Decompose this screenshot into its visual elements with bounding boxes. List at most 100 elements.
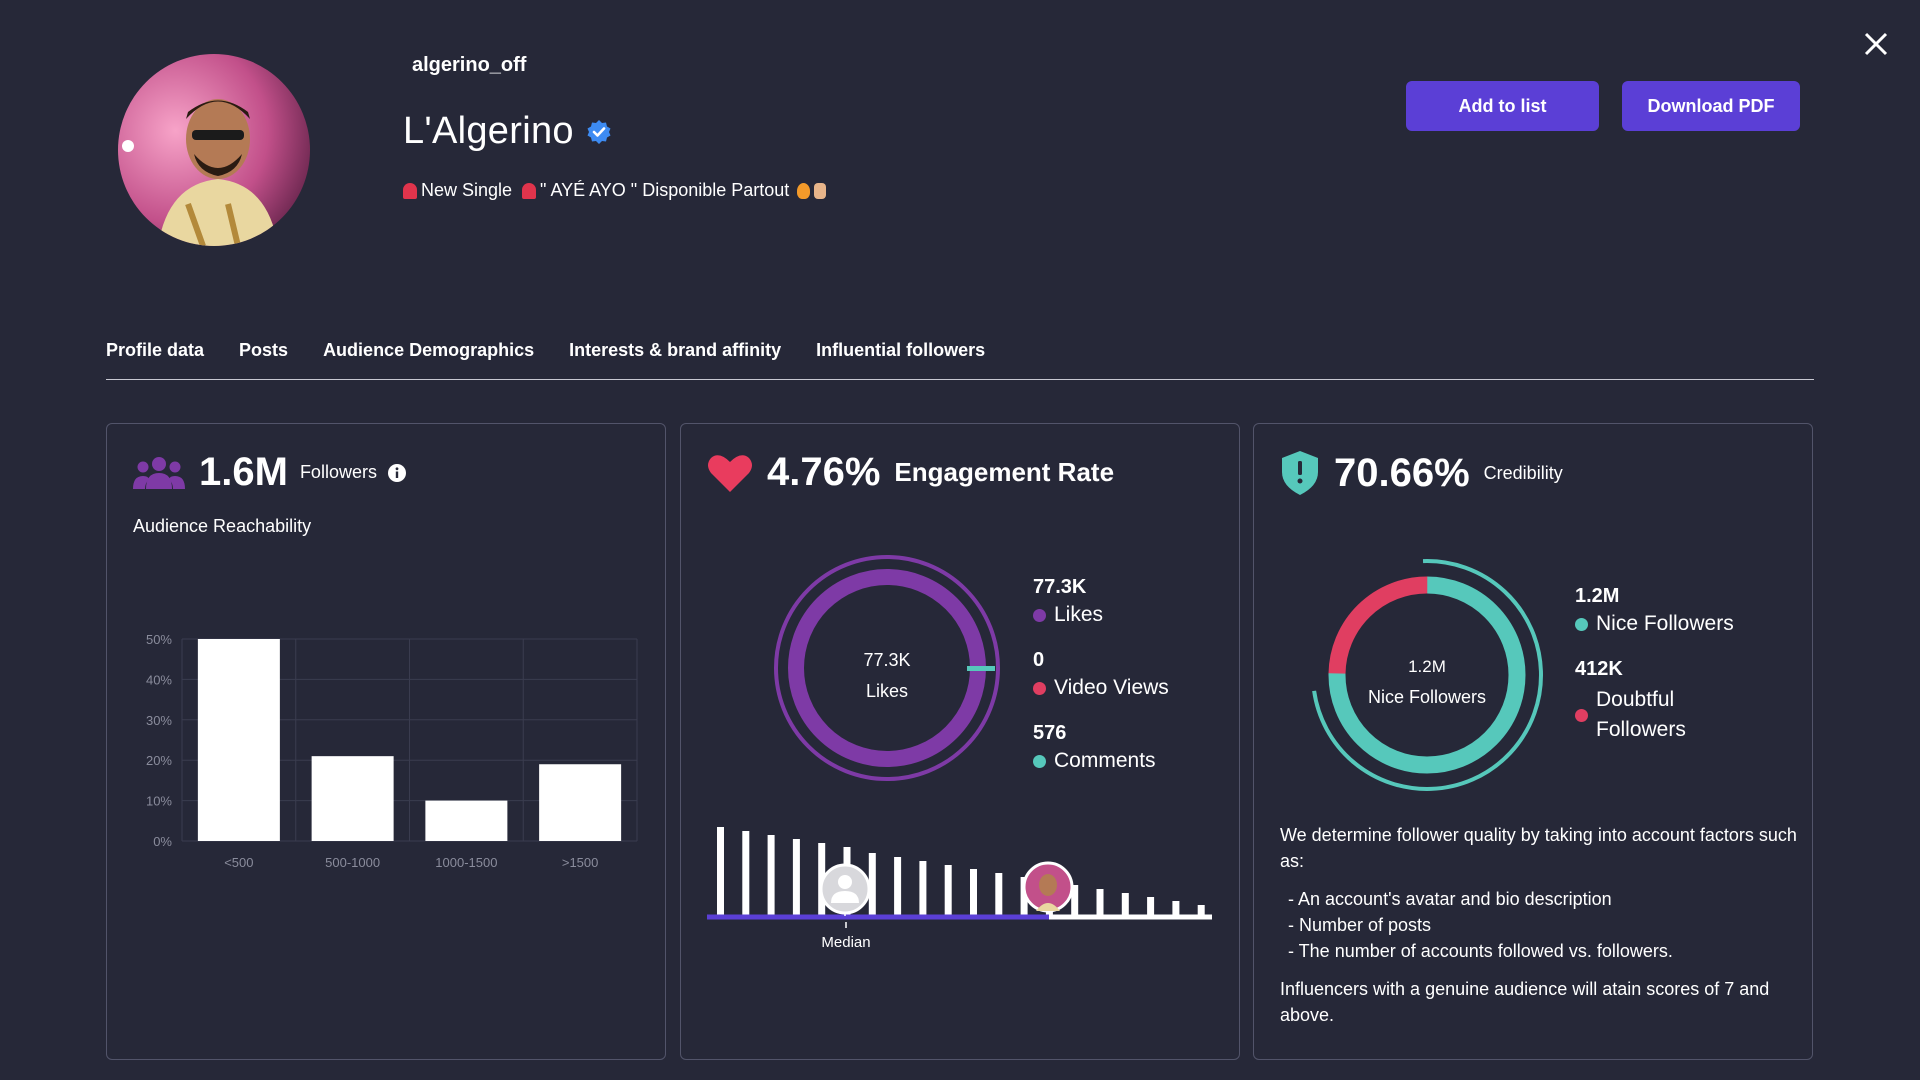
video-views-label: Video Views	[1054, 676, 1169, 699]
profile-name-row: L'Algerino	[403, 110, 612, 153]
distribution-bar	[944, 865, 952, 915]
nice-outer-ring	[1311, 559, 1543, 791]
distribution-bar	[1096, 889, 1104, 915]
engagement-header: 4.76% Engagement Rate	[707, 450, 1114, 495]
y-tick-label: 10%	[146, 794, 172, 809]
video-views-legend: 0 Video Views	[1033, 649, 1169, 700]
siren-emoji-icon	[522, 182, 537, 199]
profile-bio: New Single " AYÉ AYO " Disponible Partou…	[403, 180, 827, 201]
doubtful-label-line2: Followers	[1596, 718, 1686, 741]
likes-outer-ring	[774, 555, 1000, 781]
tab-profile-data[interactable]: Profile data	[106, 340, 205, 360]
video-views-value: 0	[1033, 649, 1045, 671]
comments-dot	[1033, 754, 1046, 768]
doubtful-followers-label: Doubtful Followers	[1596, 685, 1686, 745]
nice-followers-label: Nice Followers	[1596, 612, 1734, 635]
profile-handle: algerino_off	[412, 54, 527, 76]
x-tick-label: 1000-1500	[435, 855, 497, 870]
y-tick-label: 50%	[146, 632, 172, 647]
credibility-factors-list: - An account's avatar and bio descriptio…	[1288, 886, 1800, 964]
close-button[interactable]	[1860, 28, 1892, 60]
audience-reachability-chart: 0% 10% 20% 30% 40% 50% <500 500-1000 1000-1500 >1…	[146, 632, 638, 870]
comments-value: 576	[1033, 722, 1067, 744]
distribution-bar	[1121, 893, 1129, 915]
distribution-bar	[1197, 905, 1205, 915]
bio-text-part2: " AYÉ AYO " Disponible Partout	[540, 180, 790, 200]
pointing-down-emoji-icon	[814, 182, 827, 199]
x-tick-label: 500-1000	[325, 855, 380, 870]
distribution-bar	[868, 853, 876, 915]
tab-influential-followers[interactable]: Influential followers	[816, 340, 986, 360]
distribution-bar	[1147, 897, 1155, 915]
comments-legend: 576 Comments	[1033, 722, 1156, 773]
doubtful-followers-dot	[1575, 708, 1588, 722]
engagement-card: 4.76% Engagement Rate 77.3K Likes 77.3K …	[680, 423, 1240, 1060]
list-item: - The number of accounts followed vs. fo…	[1288, 941, 1673, 961]
siren-emoji-icon	[403, 182, 417, 199]
comments-arc	[967, 666, 995, 671]
credibility-card: 70.66% Credibility 1.2M Nice Followers 1…	[1253, 423, 1813, 1060]
credibility-header: 70.66% Credibility	[1280, 450, 1563, 496]
followers-label: Followers	[299, 462, 377, 482]
shield-icon	[1282, 451, 1318, 495]
credibility-donut-chart: 1.2M Nice Followers	[1311, 559, 1543, 791]
x-tick-label: <500	[224, 855, 253, 870]
likes-label: Likes	[1054, 603, 1104, 626]
donut-center-label: Nice Followers	[1368, 687, 1486, 707]
nice-followers-legend: 1.2M Nice Followers	[1575, 585, 1734, 636]
engagement-rate-value: 4.76%	[767, 450, 881, 494]
y-tick-label: 20%	[146, 753, 172, 768]
y-tick-label: 40%	[146, 672, 172, 687]
credibility-description: We determine follower quality by taking …	[1280, 822, 1800, 1028]
list-item: - Number of posts	[1288, 915, 1432, 935]
distribution-bar	[1071, 885, 1079, 915]
tab-audience-demographics[interactable]: Audience Demographics	[323, 340, 535, 360]
x-tick-label: >1500	[562, 855, 599, 870]
distribution-bar	[1020, 877, 1028, 915]
credibility-outro: Influencers with a genuine audience will…	[1280, 979, 1770, 1025]
y-tick-label: 30%	[146, 713, 172, 728]
bar	[425, 800, 508, 841]
y-tick-label: 0%	[153, 834, 172, 849]
distribution-bar	[1172, 901, 1180, 915]
bar	[197, 639, 280, 841]
doubtful-followers-value: 412K	[1575, 658, 1623, 680]
nice-followers-value: 1.2M	[1575, 585, 1620, 607]
avatar	[118, 54, 310, 246]
tab-interests-brand-affinity[interactable]: Interests & brand affinity	[569, 340, 782, 360]
distribution-bar	[767, 835, 775, 915]
engagement-donut-chart: 77.3K Likes	[774, 555, 1000, 781]
engagement-distribution-chart: Median	[707, 827, 1212, 949]
likes-dot	[1033, 608, 1046, 622]
likes-legend: 77.3K Likes	[1033, 576, 1103, 627]
followers-header: 1.6M Followers	[133, 450, 407, 495]
doubtful-followers-legend: 412K Doubtful Followers	[1575, 658, 1686, 745]
distribution-bar	[995, 873, 1003, 915]
video-views-dot	[1033, 681, 1046, 695]
users-group-icon	[133, 456, 185, 489]
donut-center-value: 1.2M	[1408, 657, 1446, 676]
download-pdf-button[interactable]: Download PDF	[1622, 81, 1800, 131]
doubtful-followers-arc	[1328, 576, 1526, 774]
distribution-bar	[970, 869, 977, 915]
distribution-bar	[894, 857, 902, 915]
info-icon[interactable]	[387, 463, 407, 483]
likes-value: 77.3K	[1033, 576, 1087, 598]
heart-icon	[708, 454, 752, 492]
nice-followers-dot	[1575, 617, 1588, 631]
credibility-intro: We determine follower quality by taking …	[1280, 825, 1797, 871]
add-to-list-button[interactable]: Add to list	[1406, 81, 1599, 131]
distribution-bar	[742, 831, 750, 915]
bar	[539, 764, 622, 841]
median-label: Median	[821, 934, 870, 949]
engagement-rate-label: Engagement Rate	[894, 457, 1115, 487]
doubtful-label-line1: Doubtful	[1596, 688, 1675, 711]
bar	[311, 756, 394, 841]
comments-label: Comments	[1054, 749, 1156, 772]
tab-bar: Profile data Posts Audience Demographics…	[106, 340, 1814, 380]
tab-posts[interactable]: Posts	[239, 340, 289, 360]
list-item: - An account's avatar and bio descriptio…	[1288, 889, 1612, 909]
bio-text-part1: New Single	[421, 180, 513, 200]
credibility-value: 70.66%	[1334, 450, 1470, 495]
verified-badge-icon	[587, 119, 611, 144]
